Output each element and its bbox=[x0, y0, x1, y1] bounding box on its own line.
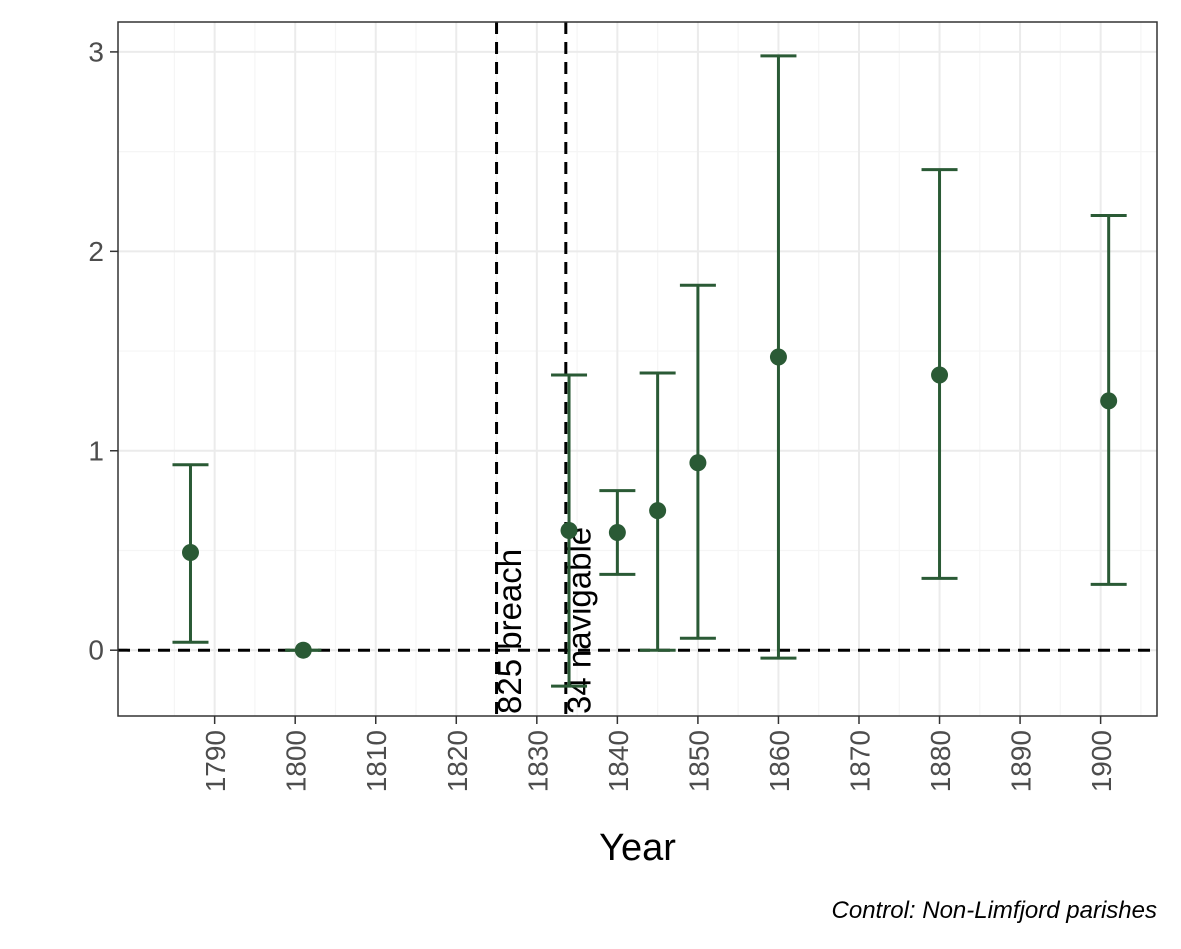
x-tick-label: 1830 bbox=[522, 730, 553, 792]
y-tick-label: 3 bbox=[88, 36, 104, 67]
data-point-group bbox=[551, 373, 588, 688]
data-points bbox=[172, 54, 1127, 688]
x-axis-title: Year bbox=[599, 827, 676, 869]
chart-caption: Control: Non-Limfjord parishes bbox=[832, 897, 1157, 924]
annotation-label: 825 breach bbox=[491, 549, 528, 714]
data-point bbox=[294, 641, 312, 659]
x-tick-label: 1820 bbox=[442, 730, 473, 792]
x-tick-label: 1860 bbox=[764, 730, 795, 792]
data-point bbox=[649, 502, 667, 520]
data-point-group bbox=[1090, 213, 1127, 586]
annotation-label: 34 navigable bbox=[560, 527, 597, 714]
x-tick-label: 1840 bbox=[603, 730, 634, 792]
data-point-group bbox=[172, 463, 209, 644]
x-tick-label: 1800 bbox=[281, 730, 312, 792]
x-tick-label: 1900 bbox=[1086, 730, 1117, 792]
x-tick-label: 1810 bbox=[361, 730, 392, 792]
data-point bbox=[608, 524, 626, 542]
data-point bbox=[1100, 392, 1118, 410]
data-point bbox=[560, 522, 578, 540]
y-tick-label: 1 bbox=[88, 435, 104, 466]
reference-lines bbox=[118, 22, 1157, 716]
data-point-group bbox=[639, 371, 676, 652]
x-tick-label: 1890 bbox=[1006, 730, 1037, 792]
y-tick-label: 0 bbox=[88, 635, 104, 666]
x-tick-label: 1880 bbox=[925, 730, 956, 792]
data-point-group bbox=[921, 168, 958, 580]
data-point-group bbox=[599, 489, 636, 576]
x-tick-label: 1850 bbox=[683, 730, 714, 792]
data-point bbox=[689, 454, 707, 472]
y-tick-label: 2 bbox=[88, 236, 104, 267]
annotations: 825 breach 34 navigable bbox=[491, 527, 597, 714]
plot-panel bbox=[118, 22, 1157, 716]
x-tick-label: 1870 bbox=[844, 730, 875, 792]
data-point bbox=[181, 543, 199, 561]
axes: 1790 1800 1810 1820 1830 1840 1850 1860 1870 1880… bbox=[88, 36, 1117, 792]
panel-border bbox=[117, 21, 1158, 717]
data-point bbox=[769, 348, 787, 366]
data-point-group bbox=[285, 641, 322, 659]
data-point bbox=[931, 366, 949, 384]
x-tick-label: 1790 bbox=[200, 730, 231, 792]
data-point-group bbox=[679, 283, 716, 640]
data-point-group bbox=[760, 54, 797, 660]
